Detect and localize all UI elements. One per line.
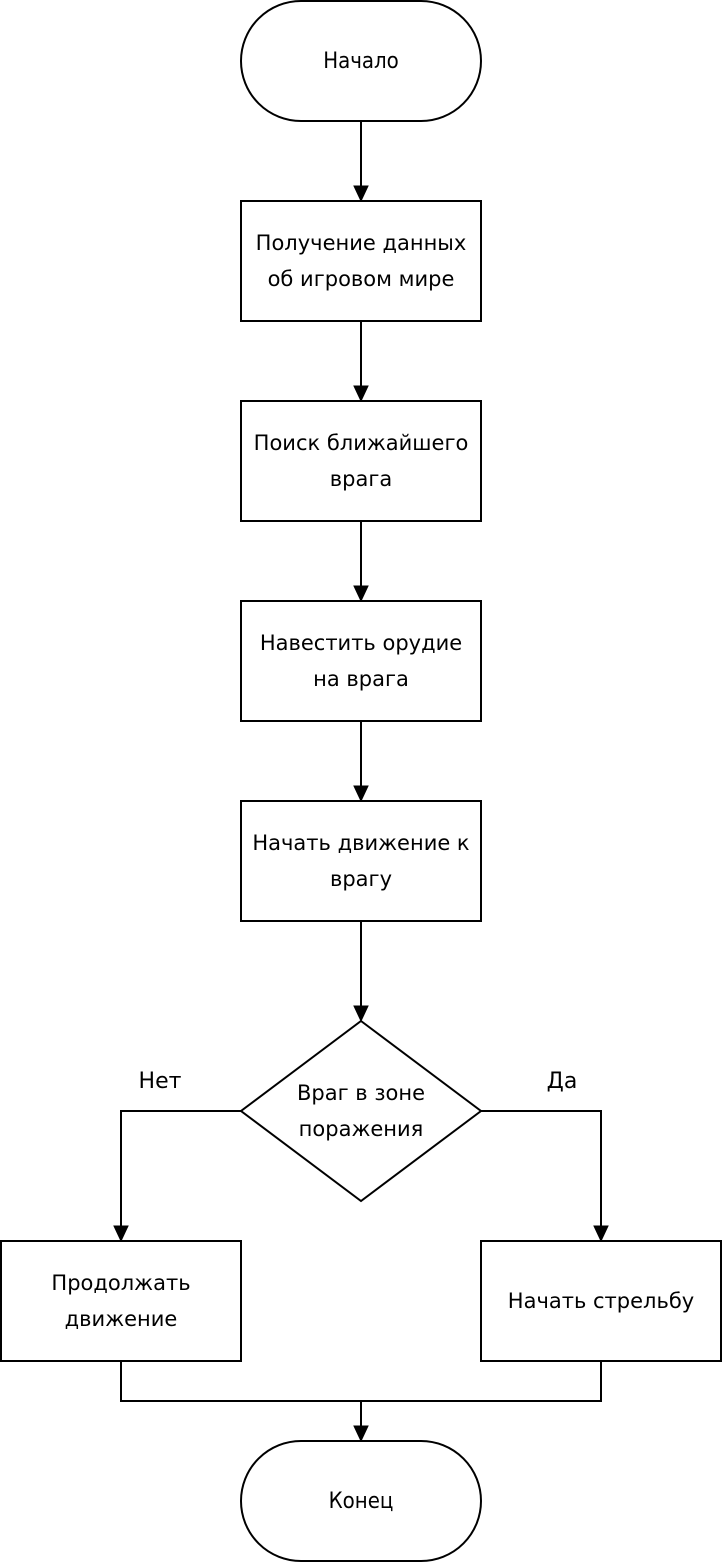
process-find-nearest-enemy: Поиск ближайшего врага: [240, 400, 482, 522]
process-continue-moving: Продолжать движение: [0, 1240, 242, 1362]
connectors: [113, 121, 609, 1443]
arrowhead: [113, 1225, 129, 1243]
edge-decision-no: [120, 1110, 241, 1233]
arrowhead: [353, 585, 369, 603]
arrowhead: [353, 185, 369, 203]
process-move-to-enemy: Начать движение к врагу: [240, 800, 482, 922]
branch-yes-label: Да: [547, 1069, 578, 1094]
edge-no-to-end: [120, 1361, 361, 1402]
process-get-world-data-label: Получение данных об игровом мире: [255, 231, 467, 291]
arrowhead: [353, 1005, 369, 1023]
process-find-nearest-enemy-label: Поиск ближайшего врага: [253, 431, 469, 491]
arrowhead: [593, 1225, 609, 1243]
decision-enemy-in-range-label: Враг в зоне поражения: [296, 1081, 426, 1141]
decision-enemy-in-range: Враг в зоне поражения: [239, 1019, 483, 1203]
process-start-shooting: Начать стрельбу: [480, 1240, 722, 1362]
start-label: Начало: [323, 49, 399, 74]
start-node: Начало: [240, 0, 482, 122]
edge-decision-yes: [481, 1110, 602, 1233]
arrowhead: [353, 785, 369, 803]
process-get-world-data: Получение данных об игровом мире: [240, 200, 482, 322]
arrowhead: [353, 1425, 369, 1443]
branch-no-label: Нет: [139, 1069, 182, 1094]
process-start-shooting-label: Начать стрельбу: [507, 1289, 695, 1313]
process-continue-moving-label: Продолжать движение: [51, 1271, 191, 1331]
end-label: Конец: [329, 1489, 394, 1514]
process-aim-weapon: Навестить орудие на врага: [240, 600, 482, 722]
arrowhead: [353, 385, 369, 403]
process-aim-weapon-label: Навестить орудие на врага: [259, 631, 463, 691]
end-node: Конец: [240, 1440, 482, 1562]
process-move-to-enemy-label: Начать движение к врагу: [252, 831, 470, 891]
edge-yes-to-end: [360, 1361, 602, 1433]
